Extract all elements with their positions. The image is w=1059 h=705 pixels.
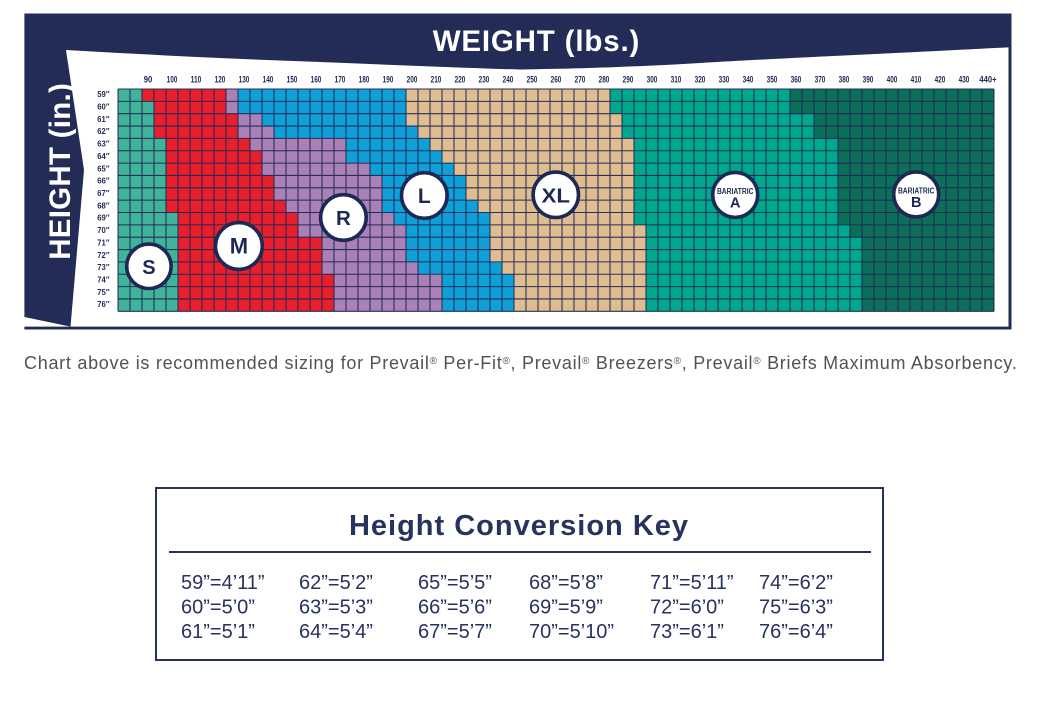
svg-text:74″: 74″: [97, 274, 109, 284]
svg-text:Chart above is recommended siz: Chart above is recommended sizing for Pr…: [24, 353, 1018, 373]
svg-text:72”=6’0”: 72”=6’0”: [650, 597, 724, 619]
svg-text:BARIATRIC: BARIATRIC: [898, 187, 935, 196]
svg-text:67″: 67″: [97, 188, 109, 198]
svg-text:320: 320: [695, 75, 706, 85]
svg-text:L: L: [418, 185, 431, 208]
svg-text:110: 110: [191, 75, 202, 85]
svg-text:A: A: [730, 196, 741, 212]
svg-text:60”=5’0”: 60”=5’0”: [181, 597, 255, 619]
svg-text:R: R: [336, 207, 351, 230]
svg-text:70″: 70″: [97, 225, 109, 235]
svg-text:360: 360: [791, 75, 802, 85]
svg-text:73″: 73″: [97, 262, 109, 272]
svg-text:WEIGHT (lbs.): WEIGHT (lbs.): [433, 25, 640, 58]
svg-text:XL: XL: [542, 184, 571, 207]
svg-text:90: 90: [144, 75, 153, 85]
svg-text:300: 300: [647, 75, 658, 85]
svg-text:310: 310: [671, 75, 682, 85]
svg-text:59”=4’11”: 59”=4’11”: [181, 572, 265, 594]
svg-text:73”=6’1”: 73”=6’1”: [650, 621, 724, 643]
svg-text:69”=5’9”: 69”=5’9”: [529, 597, 603, 619]
svg-text:390: 390: [863, 75, 874, 85]
svg-text:60″: 60″: [97, 102, 109, 112]
svg-text:65″: 65″: [97, 163, 109, 173]
svg-text:270: 270: [575, 75, 586, 85]
svg-text:240: 240: [503, 75, 514, 85]
svg-text:100: 100: [167, 75, 178, 85]
svg-text:66″: 66″: [97, 176, 109, 186]
svg-text:160: 160: [311, 75, 322, 85]
svg-text:190: 190: [383, 75, 394, 85]
svg-text:430: 430: [959, 75, 970, 85]
svg-text:140: 140: [263, 75, 274, 85]
svg-text:340: 340: [743, 75, 754, 85]
svg-text:76”=6’4”: 76”=6’4”: [759, 621, 833, 643]
svg-text:68″: 68″: [97, 200, 109, 210]
svg-text:75”=6’3”: 75”=6’3”: [759, 597, 833, 619]
svg-text:63″: 63″: [97, 139, 109, 149]
svg-text:62”=5’2”: 62”=5’2”: [299, 572, 373, 594]
svg-text:180: 180: [359, 75, 370, 85]
svg-text:S: S: [142, 257, 155, 279]
svg-text:64”=5’4”: 64”=5’4”: [299, 621, 373, 643]
svg-text:64″: 64″: [97, 151, 109, 161]
svg-text:210: 210: [431, 75, 442, 85]
svg-text:HEIGHT (in.): HEIGHT (in.): [44, 83, 77, 260]
svg-text:Height Conversion Key: Height Conversion Key: [349, 510, 689, 542]
svg-text:280: 280: [599, 75, 610, 85]
svg-text:71”=5’11”: 71”=5’11”: [650, 572, 734, 594]
svg-text:380: 380: [839, 75, 850, 85]
svg-text:400: 400: [887, 75, 898, 85]
svg-text:BARIATRIC: BARIATRIC: [717, 187, 754, 196]
svg-text:120: 120: [215, 75, 226, 85]
svg-text:290: 290: [623, 75, 634, 85]
svg-text:66”=5’6”: 66”=5’6”: [418, 597, 492, 619]
svg-text:410: 410: [911, 75, 922, 85]
svg-text:350: 350: [767, 75, 778, 85]
svg-text:69″: 69″: [97, 213, 109, 223]
svg-text:330: 330: [719, 75, 730, 85]
svg-text:370: 370: [815, 75, 826, 85]
svg-text:72″: 72″: [97, 250, 109, 260]
svg-text:420: 420: [935, 75, 946, 85]
svg-text:67”=5’7”: 67”=5’7”: [418, 621, 492, 643]
svg-text:76″: 76″: [97, 299, 109, 309]
svg-text:200: 200: [407, 75, 418, 85]
svg-text:220: 220: [455, 75, 466, 85]
svg-text:260: 260: [551, 75, 562, 85]
svg-text:230: 230: [479, 75, 490, 85]
svg-text:63”=5’3”: 63”=5’3”: [299, 597, 373, 619]
svg-text:250: 250: [527, 75, 538, 85]
svg-text:440+: 440+: [979, 75, 996, 85]
svg-text:71″: 71″: [97, 237, 109, 247]
svg-text:59″: 59″: [97, 89, 109, 99]
svg-text:61”=5’1”: 61”=5’1”: [181, 621, 255, 643]
svg-text:170: 170: [335, 75, 346, 85]
svg-text:M: M: [230, 234, 248, 259]
svg-text:62″: 62″: [97, 126, 109, 136]
svg-text:70”=5’10”: 70”=5’10”: [529, 621, 614, 643]
svg-text:68”=5’8”: 68”=5’8”: [529, 572, 603, 594]
svg-text:61″: 61″: [97, 114, 109, 124]
svg-text:130: 130: [239, 75, 250, 85]
svg-text:74”=6’2”: 74”=6’2”: [759, 572, 833, 594]
svg-text:65”=5’5”: 65”=5’5”: [418, 572, 492, 594]
svg-text:75″: 75″: [97, 287, 109, 297]
svg-text:150: 150: [287, 75, 298, 85]
svg-text:B: B: [911, 195, 921, 211]
